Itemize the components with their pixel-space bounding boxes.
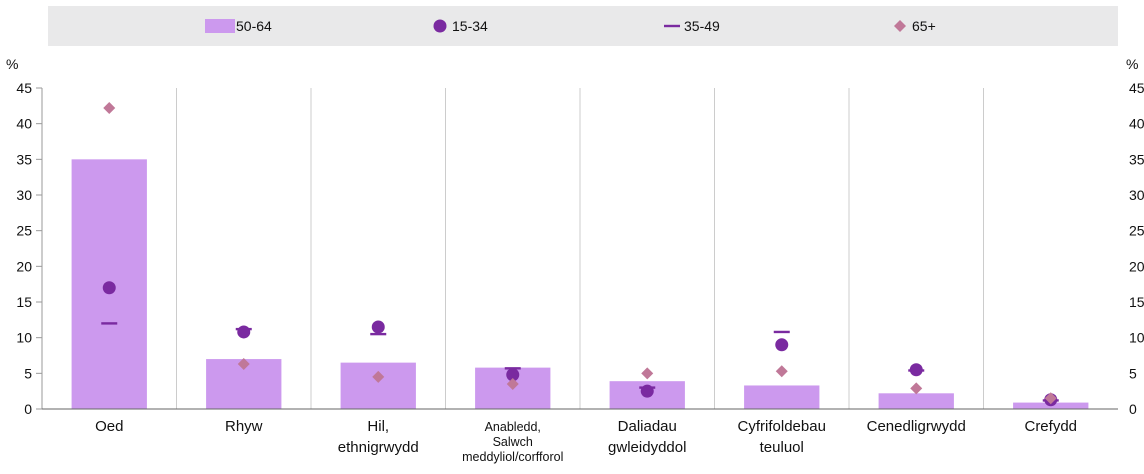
legend: 50-64 15-34 35-49 65+ xyxy=(205,18,936,34)
y-tick-label-right: 40 xyxy=(1129,116,1144,132)
x-labels: Oed Rhyw Hil, ethnigrwydd Anabledd,Salwchmed… xyxy=(95,418,1077,464)
bar-50-64 xyxy=(878,393,954,409)
y-tick-label-right: 5 xyxy=(1129,365,1137,381)
x-label-line: ethnigrwydd xyxy=(338,439,419,456)
markers xyxy=(101,101,1059,407)
bar-50-64 xyxy=(744,385,820,409)
y-axis-label-right: % xyxy=(1126,56,1138,72)
y-tick-label-left: 45 xyxy=(16,80,32,96)
legend-swatch-65+ xyxy=(894,20,906,32)
x-label-line: Hil, xyxy=(367,418,389,435)
y-tick-label-right: 30 xyxy=(1129,187,1144,203)
x-label-line: Crefydd xyxy=(1024,418,1077,435)
marker-35-49 xyxy=(908,369,925,372)
x-label-line: Anabledd, xyxy=(485,420,541,434)
y-ticks-right: 0 5 10 15 20 25 30 35 40 45 xyxy=(1129,80,1144,417)
y-tick-label-left: 25 xyxy=(16,223,32,239)
x-category-label: Daliadau gwleidyddol xyxy=(608,418,686,456)
marker-65+ xyxy=(641,367,654,380)
marker-65+ xyxy=(910,382,923,395)
marker-35-49 xyxy=(370,332,387,336)
marker-15-34 xyxy=(775,338,789,352)
marker-65+ xyxy=(103,101,116,114)
legend-label-35-49: 35-49 xyxy=(684,18,720,34)
x-label-line: Cyfrifoldebau xyxy=(738,418,826,435)
marker-65+ xyxy=(1044,392,1057,405)
y-tick-label-left: 15 xyxy=(16,294,32,310)
bar-50-64 xyxy=(340,362,416,409)
y-axis-label-left: % xyxy=(6,56,18,72)
x-category-label: Crefydd xyxy=(1024,418,1077,435)
x-label-line: meddyliol/corfforol xyxy=(462,450,563,464)
y-tick-label-left: 35 xyxy=(16,151,32,167)
marker-15-34 xyxy=(102,281,116,295)
y-tick-label-left: 30 xyxy=(16,187,32,203)
gridlines xyxy=(41,88,984,409)
marker-15-34 xyxy=(237,325,251,339)
marker-65+ xyxy=(237,358,250,371)
y-tick-label-left: 20 xyxy=(16,258,32,274)
x-category-label: Oed xyxy=(95,418,123,435)
marker-35-49 xyxy=(235,327,252,331)
legend-label-15-34: 15-34 xyxy=(452,18,488,34)
marker-15-34 xyxy=(371,320,385,334)
bars xyxy=(71,159,1089,409)
x-label-line: gwleidyddol xyxy=(608,439,686,456)
marker-35-49 xyxy=(773,330,790,334)
marker-35-49 xyxy=(504,367,521,370)
x-label-line: Cenedligrwydd xyxy=(867,418,966,435)
y-tick-label-right: 0 xyxy=(1129,401,1137,417)
x-category-label: Rhyw xyxy=(225,418,263,435)
y-tick-label-right: 15 xyxy=(1129,294,1144,310)
x-category-label: Hil, ethnigrwydd xyxy=(338,418,419,456)
legend-swatch-15-34 xyxy=(433,19,447,33)
legend-swatch-35-49 xyxy=(664,24,680,28)
y-ticks-left: 0 5 10 15 20 25 30 35 40 45 xyxy=(16,80,42,417)
y-tick-label-right: 25 xyxy=(1129,223,1144,239)
y-tick-label-right: 45 xyxy=(1129,80,1144,96)
x-label-line: Oed xyxy=(95,418,123,435)
legend-swatch-50-64 xyxy=(205,19,235,33)
y-tick-label-right: 20 xyxy=(1129,258,1144,274)
marker-65+ xyxy=(775,365,788,378)
y-tick-label-right: 10 xyxy=(1129,330,1144,346)
x-category-label: Cenedligrwydd xyxy=(867,418,966,435)
legend-label-65+: 65+ xyxy=(912,18,936,34)
x-label-line: Daliadau xyxy=(618,418,677,435)
marker-65+ xyxy=(372,370,385,383)
x-label-line: Rhyw xyxy=(225,418,263,435)
y-tick-label-right: 35 xyxy=(1129,151,1144,167)
x-label-line: teuluol xyxy=(760,439,804,456)
marker-35-49 xyxy=(101,322,118,325)
x-category-label: Cyfrifoldebau teuluol xyxy=(738,418,826,456)
marker-15-34 xyxy=(506,368,520,382)
y-tick-label-left: 10 xyxy=(16,330,32,346)
y-tick-label-left: 0 xyxy=(24,401,32,417)
marker-35-49 xyxy=(639,386,656,389)
y-tick-label-left: 5 xyxy=(24,365,32,381)
y-tick-label-left: 40 xyxy=(16,116,32,132)
marker-65+ xyxy=(506,378,519,391)
legend-label-50-64: 50-64 xyxy=(236,18,272,34)
x-label-line: Salwch xyxy=(493,435,533,449)
